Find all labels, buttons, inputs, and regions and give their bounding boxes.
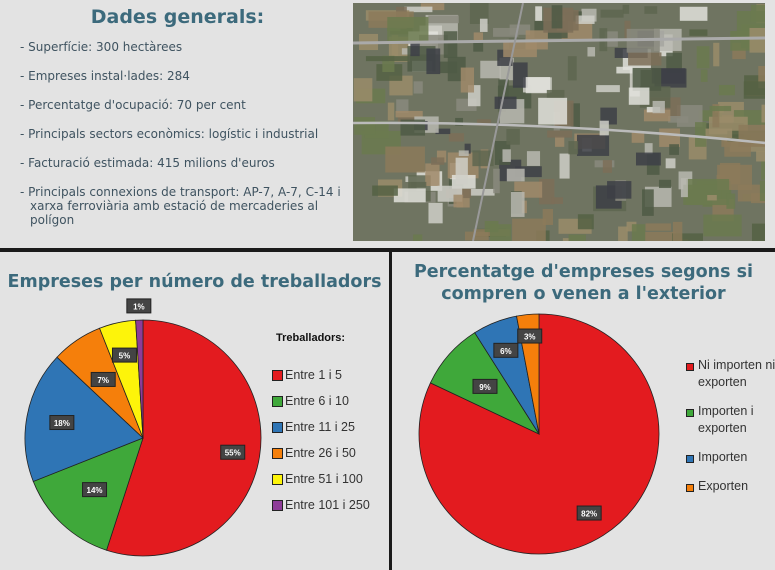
data-label-0: 82% (576, 505, 602, 521)
data-label-text: 1% (133, 302, 145, 311)
fact-surface: Superfície: 300 hectàrees (20, 40, 350, 54)
fact-revenue: Facturació estimada: 415 milions d'euros (20, 156, 350, 170)
general-data-panel: Dades generals: Superfície: 300 hectàree… (0, 0, 775, 248)
legend-label: Entre 101 i 250 (285, 498, 370, 512)
legend-swatch (272, 369, 283, 381)
legend-swatch (272, 395, 283, 407)
facts-list: Superfície: 300 hectàrees Empreses insta… (20, 40, 350, 242)
legend-item-1: Importen i exporten (686, 403, 775, 437)
legend-label: Entre 6 i 10 (285, 394, 349, 408)
data-label-text: 14% (87, 486, 103, 495)
legend-item-0: Ni importen ni exporten (686, 357, 775, 391)
fact-transport: Principals connexions de transport: AP-7… (20, 185, 350, 227)
data-label-text: 82% (581, 510, 597, 519)
data-label-2: 18% (49, 415, 75, 431)
legend-item-3: Entre 26 i 50 (272, 440, 370, 466)
fact-sectors: Principals sectors econòmics: logístic i… (20, 127, 350, 141)
legend-label: Importen i exporten (698, 404, 754, 435)
pie-slice-0 (106, 319, 262, 557)
workers-chart-panel: 55% 14% 18% 7% 5% 1% Empreses per número de t… (0, 252, 389, 570)
data-label-text: 55% (225, 449, 241, 458)
legend-item-3: Exporten (686, 478, 775, 495)
fact-companies: Empreses instal·lades: 284 (20, 69, 350, 83)
legend-label: Exporten (698, 479, 749, 493)
legend-swatch (686, 409, 694, 417)
data-label-5: 1% (126, 298, 152, 314)
legend-swatch (272, 473, 283, 485)
legend-item-2: Importen (686, 449, 775, 466)
data-label-1: 14% (82, 482, 108, 498)
legend-swatch (272, 447, 283, 459)
legend-item-4: Entre 51 i 100 (272, 466, 370, 492)
legend-swatch (272, 421, 283, 433)
aerial-photo (353, 3, 765, 241)
trade-legend: Ni importen ni exporten Importen i export… (686, 357, 775, 507)
trade-chart-title: Percentatge d'empreses segons si compren… (413, 262, 754, 304)
legend-swatch (686, 363, 694, 371)
trade-pie-chart: 82% 9% 6% 3% (418, 313, 660, 555)
data-label-text: 5% (119, 352, 131, 361)
data-label-text: 18% (54, 419, 70, 428)
pie-slice-3 (516, 313, 540, 435)
workers-chart-title: Empreses per número de treballadors (7, 272, 382, 292)
data-label-3: 7% (90, 371, 116, 387)
workers-pie-chart: 55% 14% 18% 7% 5% 1% (24, 298, 262, 557)
data-label-3: 3% (517, 328, 543, 344)
legend-swatch (686, 455, 694, 463)
data-label-text: 7% (97, 376, 109, 385)
trade-chart-panel: 82% 9% 6% 3% Percentatge d'empreses segons … (392, 252, 775, 570)
legend-label: Importen (698, 450, 748, 464)
legend-item-2: Entre 11 i 25 (272, 414, 370, 440)
legend-item-0: Entre 1 i 5 (272, 362, 370, 388)
data-label-text: 6% (500, 347, 512, 356)
data-label-4: 5% (111, 347, 137, 363)
workers-legend: Entre 1 i 5 Entre 6 i 10 Entre 11 i 25 Entr… (272, 362, 370, 518)
legend-item-1: Entre 6 i 10 (272, 388, 370, 414)
pie-slice-2 (24, 356, 144, 482)
legend-item-5: Entre 101 i 250 (272, 492, 370, 518)
data-label-text: 3% (524, 333, 536, 342)
legend-swatch (272, 499, 283, 511)
pie-slice-0 (418, 313, 660, 555)
legend-swatch (686, 484, 694, 492)
data-label-1: 9% (472, 378, 498, 394)
data-label-0: 55% (220, 444, 246, 460)
legend-label: Entre 11 i 25 (285, 420, 355, 434)
legend-label: Entre 26 i 50 (285, 446, 356, 460)
pie-slice-5 (135, 319, 144, 439)
data-label-2: 6% (493, 342, 519, 358)
general-data-title: Dades generals: (90, 6, 265, 28)
legend-label: Entre 51 i 100 (285, 472, 363, 486)
legend-title: Treballadors: (276, 332, 346, 344)
data-label-text: 9% (479, 383, 491, 392)
legend-label: Ni importen ni exporten (698, 358, 775, 389)
legend-label: Entre 1 i 5 (285, 368, 342, 382)
fact-occupancy: Percentatge d'ocupació: 70 per cent (20, 98, 350, 112)
